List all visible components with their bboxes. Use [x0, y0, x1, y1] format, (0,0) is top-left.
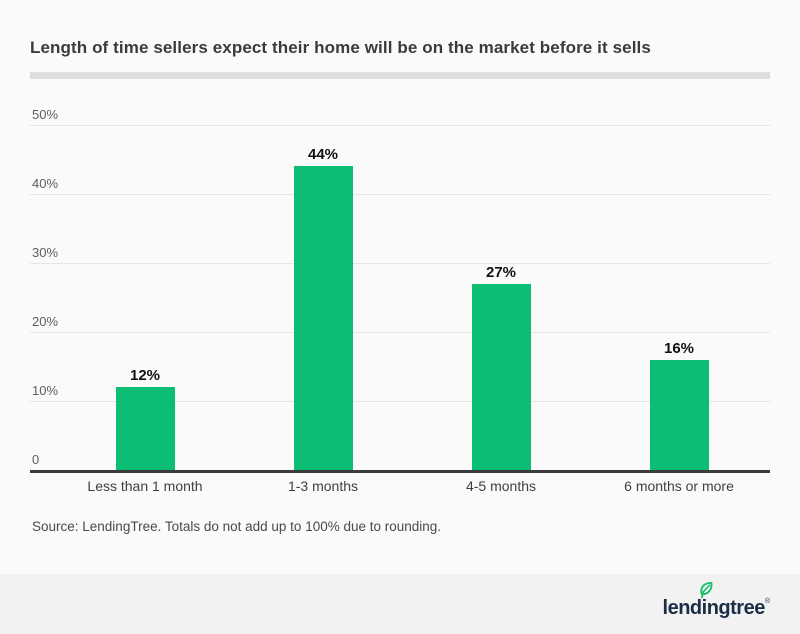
bar-value-label: 16%	[663, 340, 695, 357]
bar	[116, 387, 175, 470]
x-category-label: 1-3 months	[287, 478, 359, 494]
x-category-label: 4-5 months	[465, 478, 537, 494]
x-axis-line	[30, 470, 770, 473]
bar-value-label: 12%	[129, 367, 161, 384]
y-tick-label: 20%	[32, 314, 59, 329]
lendingtree-logo: lendingtree®	[662, 581, 770, 621]
source-note: Source: LendingTree. Totals do not add u…	[32, 519, 442, 534]
x-category-label: Less than 1 month	[87, 478, 203, 494]
gridline	[30, 194, 770, 195]
chart: 50% 40% 30% 20% 10% 0 12% Less than 1 month 44% 1…	[30, 107, 770, 494]
gridline	[30, 263, 770, 264]
y-tick-label: 40%	[32, 176, 59, 191]
y-tick-label: 10%	[32, 383, 59, 398]
bar-value-label: 44%	[307, 146, 339, 163]
bar	[294, 166, 353, 470]
bar	[650, 360, 709, 470]
y-tick-label: 0	[32, 452, 40, 467]
footer-bar: lendingtree®	[0, 574, 800, 634]
logo-wordmark: lendingtree	[662, 597, 766, 619]
leaf-icon	[699, 581, 713, 599]
logo-registered-mark: ®	[764, 598, 770, 605]
y-tick-label: 50%	[32, 107, 59, 122]
gridline	[30, 332, 770, 333]
bar	[472, 284, 531, 470]
chart-title: Length of time sellers expect their home…	[30, 38, 651, 57]
title-divider	[30, 72, 770, 79]
y-tick-label: 30%	[32, 245, 59, 260]
gridline	[30, 125, 770, 126]
x-category-label: 6 months or more	[624, 478, 734, 494]
bar-value-label: 27%	[485, 264, 517, 281]
gridline	[30, 401, 770, 402]
